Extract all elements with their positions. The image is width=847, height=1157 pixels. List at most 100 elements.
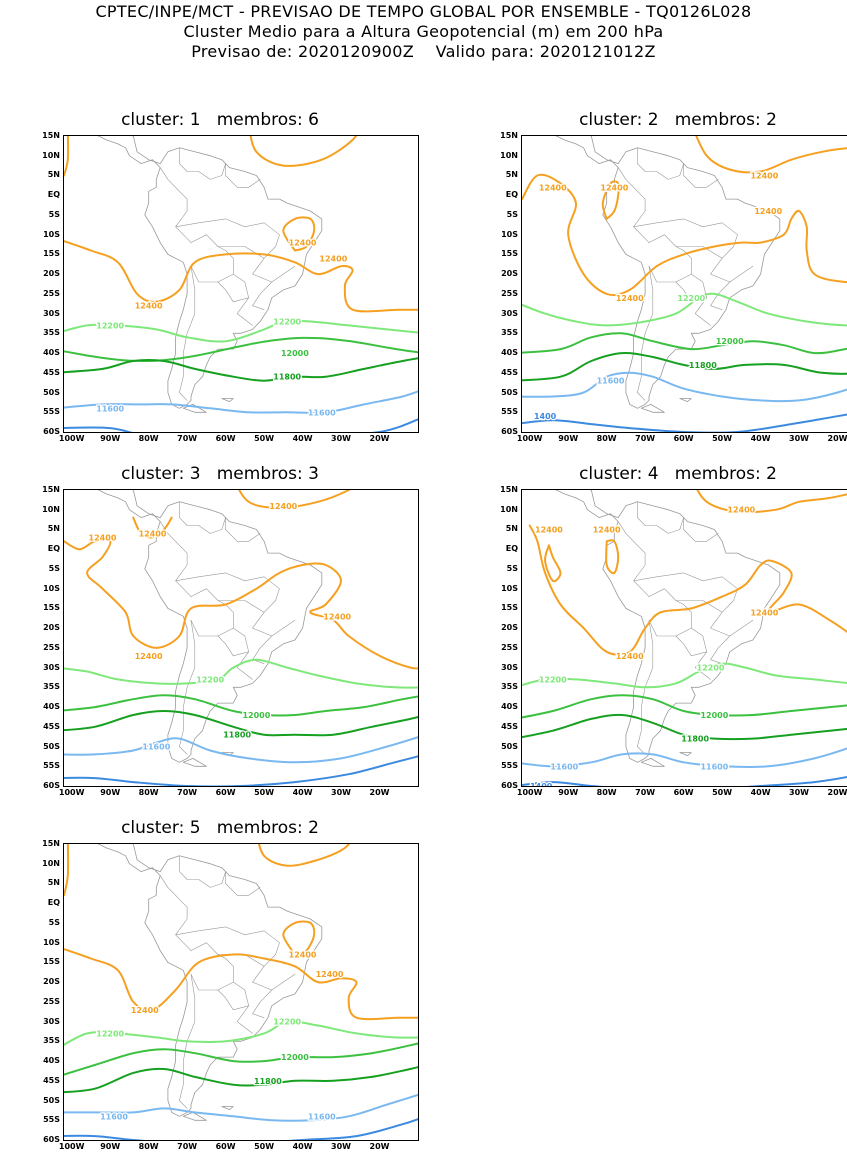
map-frame: 12400 12400 12400 12200 12200 12000 11800 11600… [63, 135, 419, 433]
country-border [683, 517, 719, 542]
lat-tick-label: 5S [48, 209, 60, 219]
contour-label: 11600 [100, 1112, 128, 1121]
map-panel-cluster-2: cluster: 2 membros: 2 15N 10N 5N EQ 5S 10S 15S 2… [493, 110, 847, 443]
lon-tick-label: 20W [827, 788, 847, 797]
contour-label: 12400 [289, 239, 317, 248]
lat-tick-label: 35S [501, 328, 518, 338]
lon-tick-label: 60W [673, 434, 694, 443]
lat-tick-label: EQ [47, 898, 60, 908]
contour-12400 [64, 948, 418, 1021]
lat-tick-label: 5N [47, 524, 60, 534]
lon-tick-label: 50W [254, 788, 275, 797]
contour-12000 [64, 336, 418, 363]
contour-label: 12400 [135, 302, 163, 311]
map-panel-cluster-1: cluster: 1 membros: 6 15N 10N 5N EQ 5S 10S 15S 2… [35, 110, 425, 443]
lon-tick-label: 100W [58, 434, 85, 443]
country-border [675, 627, 707, 657]
contour-label: 11600 [550, 762, 578, 771]
country-border [637, 147, 684, 180]
lat-tick-label: 15N [500, 485, 518, 494]
lon-tick-label: 20W [369, 1142, 390, 1151]
lat-tick-label: 25S [43, 642, 60, 652]
country-border [252, 258, 296, 283]
lat-tick-label: 10S [43, 229, 60, 239]
contour-label: 12400 [289, 951, 317, 960]
lon-tick-label: 80W [138, 788, 159, 797]
lat-tick-label: 45S [43, 367, 60, 377]
contour-11600 [64, 1093, 418, 1122]
panel-title: cluster: 1 membros: 6 [121, 110, 319, 130]
country-border [179, 147, 226, 180]
lat-tick-label: 5N [505, 524, 518, 534]
lat-tick-label: 55S [501, 407, 518, 417]
island-outline [182, 404, 207, 413]
contour-12200 [522, 292, 847, 327]
lon-tick-label: 90W [100, 434, 121, 443]
lat-tick-label: 60S [43, 781, 60, 790]
contour-11400 [64, 418, 418, 432]
lat-tick-label: 20S [43, 623, 60, 633]
country-border [217, 930, 280, 967]
lat-tick-label: 40S [43, 348, 60, 358]
lon-tick-label: 50W [712, 788, 733, 797]
country-border [217, 273, 249, 303]
lat-tick-label: 30S [501, 308, 518, 318]
lat-tick-label: 45S [501, 367, 518, 377]
contour-label: 12400 [593, 525, 621, 534]
lon-tick-label: 70W [635, 788, 656, 797]
lon-tick-label: 80W [596, 434, 617, 443]
panel-title: cluster: 4 membros: 2 [579, 464, 777, 484]
country-border [190, 942, 234, 991]
lat-tick-label: 60S [501, 427, 518, 436]
contour-label: 11800 [223, 731, 251, 740]
lon-tick-label: 70W [635, 434, 656, 443]
lat-tick-label: 55S [43, 1115, 60, 1125]
lat-tick-label: 25S [43, 288, 60, 298]
contour-label: 12400 [319, 254, 347, 263]
lon-tick-label: 30W [331, 1142, 352, 1151]
lon-tick-label: 90W [558, 788, 579, 797]
contour-12400 [64, 240, 418, 313]
lat-tick-label: 10S [501, 229, 518, 239]
contour-label: 11600 [308, 1112, 336, 1121]
contour-label: 11800 [681, 735, 709, 744]
contour-12400 [282, 216, 316, 252]
contour-label: 12200 [96, 1029, 124, 1038]
lat-tick-label: 15N [42, 131, 60, 140]
lon-tick-label: 60W [215, 1142, 236, 1151]
lat-tick-label: 10S [43, 583, 60, 593]
contour-label: 1400 [530, 782, 553, 786]
contour-12400 [257, 844, 351, 867]
lat-tick-label: 30S [43, 308, 60, 318]
lon-tick-label: 40W [750, 434, 771, 443]
lat-tick-label: 20S [43, 977, 60, 987]
country-border [190, 234, 234, 283]
country-border [236, 297, 253, 326]
contour-label: 12200 [539, 675, 567, 684]
map-canvas: 12400 12400 12400 12400 12400 12200 12000 11800… [522, 136, 847, 432]
lat-tick-label: 15S [43, 603, 60, 613]
contour-12400 [522, 173, 847, 297]
lon-tick-label: 60W [215, 434, 236, 443]
contour-11800 [64, 357, 418, 382]
lat-tick-label: 30S [501, 662, 518, 672]
lat-tick-label: EQ [505, 544, 518, 554]
header-line-1: CPTEC/INPE/MCT - PREVISAO DE TEMPO GLOBA… [95, 2, 752, 21]
lat-tick-label: 40S [501, 702, 518, 712]
country-border [175, 926, 246, 936]
lon-tick-label: 100W [58, 1142, 85, 1151]
map-canvas: 12400 12400 12400 12400 12400 12200 12000 11800… [64, 490, 418, 786]
country-border [675, 273, 707, 303]
country-border [252, 612, 296, 637]
lon-tick-label: 40W [292, 1142, 313, 1151]
contour-12200 [64, 319, 418, 343]
lat-tick-label: 25S [501, 288, 518, 298]
contour-label: 11600 [700, 762, 728, 771]
island-outline [182, 1112, 207, 1121]
contour-label: 12200 [273, 317, 301, 326]
contour-label: 12400 [750, 171, 778, 180]
map-frame: 12400 12400 12400 12400 12400 12200 12000 11800… [521, 135, 847, 433]
lat-tick-label: 10S [43, 937, 60, 947]
contour-label: 12400 [616, 652, 644, 661]
